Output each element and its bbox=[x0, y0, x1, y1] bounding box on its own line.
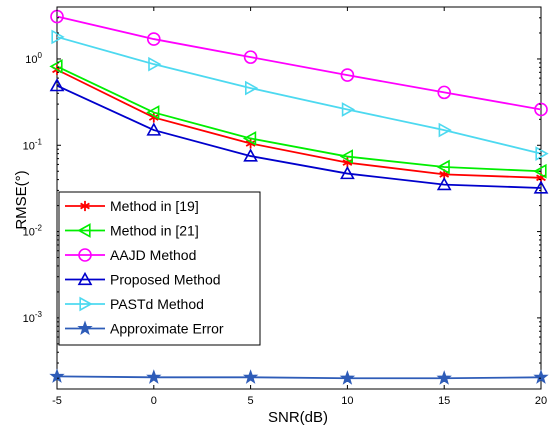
data-point bbox=[242, 369, 259, 384]
x-tick-label: 10 bbox=[341, 395, 353, 407]
series-2 bbox=[50, 9, 548, 117]
series-layer bbox=[49, 9, 549, 385]
legend-label: Method in [21] bbox=[110, 223, 199, 239]
data-point bbox=[146, 369, 162, 384]
data-point bbox=[436, 176, 452, 191]
x-ticks: -5 0 5 10 15 20 bbox=[52, 7, 547, 407]
legend-marker bbox=[77, 320, 93, 336]
data-point bbox=[245, 138, 256, 149]
data-point bbox=[148, 56, 162, 72]
data-point bbox=[49, 59, 63, 74]
data-point bbox=[340, 165, 355, 180]
data-point bbox=[148, 112, 159, 123]
x-tick-label: -5 bbox=[52, 395, 62, 407]
data-point bbox=[533, 163, 547, 179]
data-point bbox=[245, 80, 259, 96]
legend-marker bbox=[79, 296, 93, 312]
series-3 bbox=[49, 78, 549, 194]
data-point bbox=[436, 370, 452, 385]
legend-label: Approximate Error bbox=[110, 321, 224, 337]
x-tick-label: 5 bbox=[248, 395, 254, 407]
x-axis-label: SNR(dB) bbox=[268, 409, 328, 426]
legend-marker bbox=[78, 248, 92, 262]
y-ticks: 100 10-1 10-2 10-3 bbox=[23, 6, 541, 379]
y-axis-label: RMSE(°) bbox=[13, 170, 30, 229]
data-point bbox=[533, 180, 549, 194]
data-point bbox=[341, 102, 356, 117]
y-tick-label: 100 bbox=[25, 51, 42, 66]
data-point bbox=[340, 68, 355, 82]
data-point bbox=[339, 149, 354, 164]
data-point bbox=[436, 159, 450, 175]
series-line bbox=[56, 84, 542, 189]
x-tick-label: 20 bbox=[535, 395, 547, 407]
data-point bbox=[339, 370, 356, 385]
legend-label: Proposed Method bbox=[110, 272, 221, 288]
series-line bbox=[56, 375, 542, 380]
data-point bbox=[49, 78, 65, 92]
data-point bbox=[51, 29, 65, 45]
x-tick-label: 15 bbox=[438, 395, 450, 407]
legend: Method in [19] Method in [21] AAJD Method P… bbox=[58, 191, 261, 346]
series-5 bbox=[49, 368, 549, 385]
data-point bbox=[146, 105, 160, 120]
data-point bbox=[437, 85, 452, 100]
legend-entry: Proposed Method bbox=[65, 272, 221, 288]
series-line bbox=[56, 36, 542, 155]
data-point bbox=[147, 32, 161, 46]
y-tick-label: 10-1 bbox=[23, 137, 43, 152]
series-line bbox=[56, 15, 542, 111]
series-1 bbox=[49, 59, 547, 179]
series-line bbox=[56, 65, 542, 173]
data-point bbox=[146, 122, 162, 136]
data-point bbox=[243, 50, 258, 64]
legend-entry: Approximate Error bbox=[65, 320, 224, 337]
legend-label: PASTd Method bbox=[110, 296, 204, 312]
legend-marker bbox=[77, 271, 93, 286]
data-point bbox=[535, 146, 549, 161]
data-point bbox=[49, 368, 65, 383]
data-point bbox=[438, 122, 452, 138]
legend-entry: AAJD Method bbox=[65, 247, 196, 263]
legend-label: Method in [19] bbox=[110, 198, 199, 214]
legend-marker bbox=[80, 200, 90, 212]
data-point bbox=[533, 369, 549, 384]
legend-entry: PASTd Method bbox=[65, 296, 204, 312]
data-point bbox=[242, 131, 257, 146]
legend-label: AAJD Method bbox=[110, 247, 196, 263]
legend-entry: Method in [19] bbox=[65, 198, 199, 214]
y-tick-label: 10-2 bbox=[23, 224, 43, 239]
series-4 bbox=[51, 29, 549, 161]
data-point bbox=[534, 102, 548, 117]
legend-box bbox=[58, 191, 261, 346]
x-tick-label: 0 bbox=[151, 395, 157, 407]
series-line bbox=[56, 68, 542, 179]
data-point bbox=[243, 148, 258, 162]
legend-entry: Method in [21] bbox=[65, 223, 199, 239]
y-tick-label: 10-3 bbox=[23, 310, 43, 325]
legend-marker bbox=[77, 223, 91, 238]
